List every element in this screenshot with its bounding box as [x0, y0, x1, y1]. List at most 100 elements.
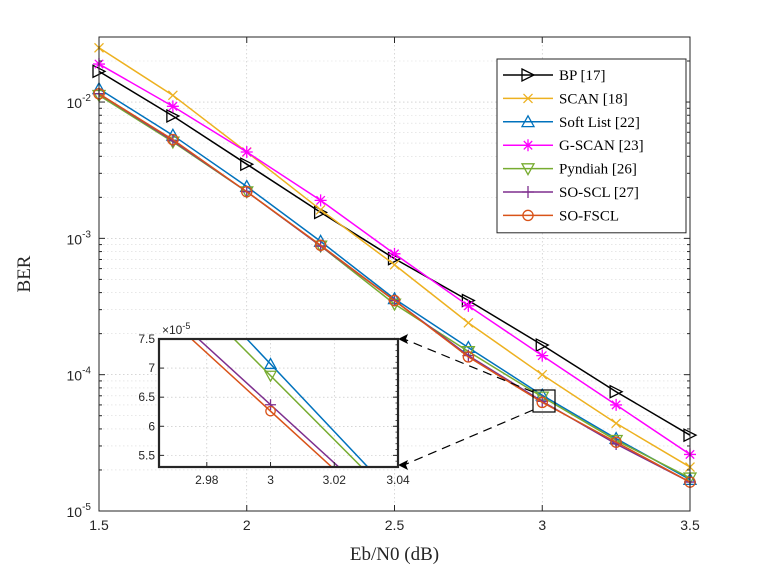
legend-label: BP [17]	[559, 68, 606, 84]
x-tick-label: 2.5	[385, 517, 405, 533]
inset-y-tick-label: 6	[148, 419, 155, 433]
inset-x-tick-label: 3.02	[323, 473, 347, 487]
legend-marker	[523, 93, 533, 104]
legend-item-so-scl-27: SO-SCL [27]	[503, 185, 639, 201]
x-tick-label: 3	[538, 517, 546, 533]
legend-item-scan-18: SCAN [18]	[503, 91, 628, 107]
data-point	[536, 396, 549, 409]
inset-background	[159, 339, 398, 467]
inset-scale-base: ×10	[162, 323, 183, 337]
data-point	[314, 194, 327, 207]
inset-series-line	[232, 339, 363, 467]
data-point	[240, 185, 253, 198]
data-point	[166, 108, 181, 124]
y-tick-label: 10-4	[67, 366, 92, 384]
data-point	[462, 299, 475, 312]
series-g-scan-23	[93, 58, 696, 461]
y-tick-base: 10	[67, 95, 83, 111]
data-point	[536, 349, 549, 362]
inset-x-tick-label: 3.04	[386, 473, 410, 487]
legend-label: SCAN [18]	[559, 91, 628, 107]
legend-marker	[522, 139, 534, 152]
y-tick-exponent: -4	[82, 366, 91, 377]
data-point	[315, 204, 326, 215]
data-point	[166, 100, 179, 113]
legend-label: G-SCAN [23]	[559, 138, 644, 154]
data-point	[609, 384, 624, 399]
data-point	[240, 157, 255, 172]
inset-y-tick-label: 5.5	[138, 448, 155, 462]
data-point	[388, 294, 401, 307]
legend-item-so-fscl: SO-FSCL	[503, 208, 619, 224]
x-axis-title: Eb/N0 (dB)	[350, 544, 439, 565]
inset-data-point	[263, 357, 278, 370]
data-point	[463, 317, 474, 328]
inset-series-soft-list-22	[245, 339, 369, 467]
legend-item-g-scan-23: G-SCAN [23]	[503, 138, 644, 154]
y-tick-exponent: -5	[82, 502, 91, 513]
inset-scale-exponent: -5	[182, 321, 190, 331]
zoom-connector	[403, 409, 534, 466]
y-tick-label: 10-3	[67, 229, 92, 247]
zoom-arrow-head	[398, 460, 408, 470]
x-tick-label: 2	[243, 517, 251, 533]
inset-data-point	[265, 405, 276, 417]
zoom-connector	[403, 338, 534, 393]
data-point	[240, 146, 253, 159]
inset-series-pyndiah-26	[232, 339, 363, 467]
series-scan-18	[94, 42, 695, 473]
legend: BP [17] SCAN [18] Soft List [22] G-SCAN [23…	[496, 58, 687, 234]
series-line	[98, 93, 691, 483]
inset-series-line	[245, 339, 369, 467]
legend-marker	[520, 114, 536, 128]
legend-item-bp-17: BP [17]	[503, 67, 606, 84]
legend-label: SO-FSCL	[559, 208, 619, 224]
legend-marker	[522, 186, 534, 198]
data-point	[388, 247, 401, 260]
zoom-region-box	[532, 389, 556, 413]
data-point	[537, 369, 548, 380]
inset-data-point	[265, 399, 277, 411]
data-point	[535, 337, 550, 353]
y-tick-exponent: -2	[82, 93, 91, 104]
inset-x-tick-label: 2.98	[195, 473, 219, 487]
series-lines	[91, 42, 698, 489]
data-point	[314, 239, 327, 252]
legend-label: Pyndiah [26]	[559, 162, 637, 178]
legend-label: Soft List [22]	[559, 115, 640, 131]
legend-label: SO-SCL [27]	[559, 185, 639, 201]
inset-x-tick-label: 3	[267, 473, 274, 487]
data-point	[610, 398, 623, 411]
data-point	[610, 436, 622, 448]
y-axis-title: BER	[14, 255, 35, 292]
inset-y-tick-label: 7	[148, 361, 155, 375]
data-point	[611, 418, 622, 429]
inset-data-point	[263, 370, 278, 383]
legend-item-soft-list-22: Soft List [22]	[503, 114, 640, 131]
inset-y-tick-label: 6.5	[138, 390, 155, 404]
data-point	[462, 351, 475, 363]
x-tick-label: 1.5	[89, 517, 109, 533]
y-tick-base: 10	[67, 504, 83, 520]
inset-zoom: 2.98 3 3.02 3.04 5.5 6 6.5 7 7.5 ×10-5	[138, 321, 556, 487]
y-tick-label: 10-2	[67, 93, 92, 111]
legend-marker	[521, 67, 536, 83]
zoom-arrow-head	[398, 334, 408, 344]
legend-item-pyndiah-26: Pyndiah [26]	[503, 162, 637, 178]
inset-series-so-fscl	[190, 339, 333, 467]
y-tick-label: 10-5	[67, 502, 92, 520]
legend-marker	[522, 209, 534, 222]
inset-series-line	[190, 339, 333, 467]
data-point	[167, 133, 179, 146]
y-tick-base: 10	[67, 231, 83, 247]
data-point	[167, 90, 178, 101]
inset-scale-label: ×10-5	[162, 321, 190, 337]
y-tick-exponent: -3	[82, 229, 91, 240]
x-tick-label: 3.5	[680, 517, 700, 533]
axes: 1.5 2 2.5 3 3.510-510-410-310-2Eb/N0 (dB)BER	[14, 36, 700, 565]
inset-y-tick-label: 7.5	[138, 332, 155, 346]
y-tick-base: 10	[67, 368, 83, 384]
legend-marker	[520, 163, 536, 176]
